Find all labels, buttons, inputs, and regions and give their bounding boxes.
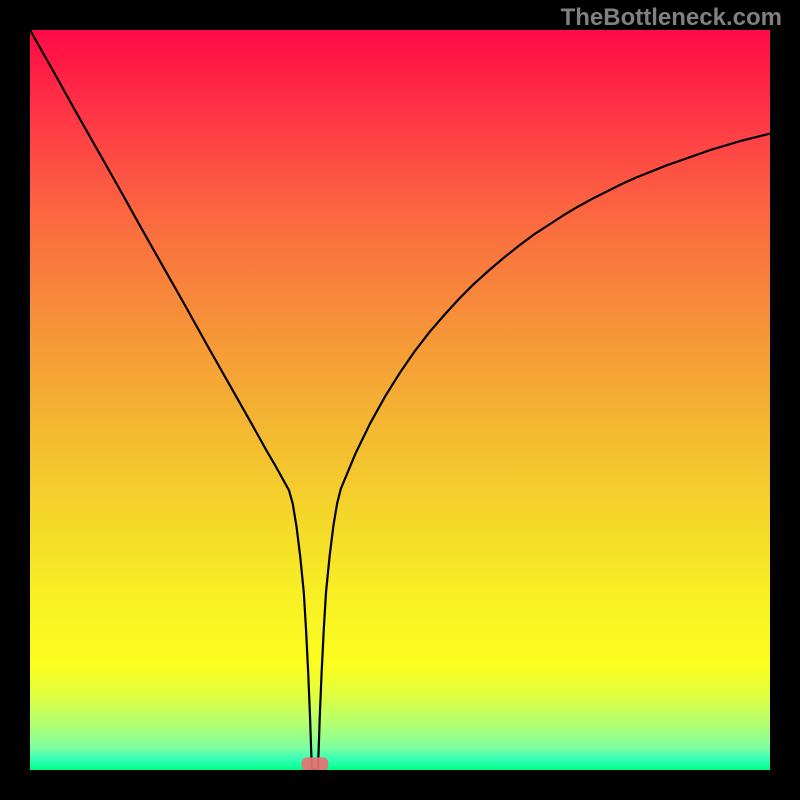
optimal-point-marker [302, 757, 329, 770]
bottleneck-chart [30, 30, 770, 770]
watermark-text: TheBottleneck.com [561, 4, 782, 32]
chart-container: TheBottleneck.com [0, 0, 800, 800]
plot-background [30, 30, 770, 770]
plot-area [30, 30, 770, 770]
